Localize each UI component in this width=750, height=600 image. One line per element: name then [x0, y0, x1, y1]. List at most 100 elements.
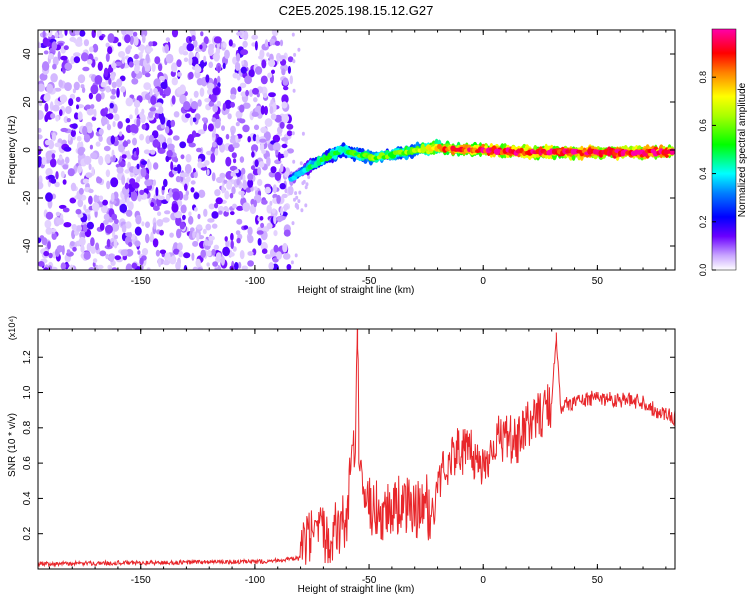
colorbar: 0.0 0.2 0.4 0.6 0.8 Normalized spectral ampl…: [698, 28, 748, 276]
heatmap-noise-blob: [170, 161, 174, 171]
heatmap-noise-blob: [206, 150, 213, 156]
x-tick-label: 0: [480, 575, 486, 586]
heatmap-noise-blob: [296, 205, 300, 210]
heatmap-noise-blob: [264, 39, 269, 48]
heatmap-noise-blob: [177, 242, 183, 251]
heatmap-noise-blob: [281, 193, 288, 199]
heatmap-noise-blob: [193, 90, 199, 98]
heatmap-noise-blob: [71, 224, 77, 231]
heatmap-x-axis-label: Height of straight line (km): [298, 285, 415, 296]
heatmap-noise-blob: [244, 75, 253, 85]
heatmap-noise-blob: [58, 30, 63, 35]
heatmap-noise-blob: [292, 159, 296, 164]
heatmap-noise-blob: [188, 215, 194, 225]
heatmap-noise-blob: [162, 217, 170, 223]
colorbar-ticks: 0.0 0.2 0.4 0.6 0.8: [698, 71, 716, 276]
heatmap-noise-blob: [171, 30, 179, 38]
heatmap-noise-blob: [38, 181, 44, 190]
heatmap-noise-blob: [273, 230, 278, 237]
heatmap-noise-blob: [63, 45, 69, 51]
heatmap-noise-blob: [264, 105, 268, 116]
heatmap-noise-blob: [95, 93, 102, 102]
heatmap-noise-blob: [207, 218, 215, 223]
heatmap-noise-blob: [230, 240, 234, 250]
heatmap-noise-blob: [205, 223, 212, 231]
snr-y-axis-label: SNR (10 * v/v): [7, 413, 18, 477]
heatmap-noise-blob: [211, 248, 216, 256]
heatmap-noise-blob: [86, 125, 93, 134]
heatmap-noise-blob: [114, 255, 122, 261]
heatmap-noise-blob: [145, 53, 150, 64]
heatmap-noise-blob: [242, 40, 248, 48]
heatmap-noise-blob: [203, 55, 207, 63]
heatmap-noise-blob: [56, 245, 64, 253]
heatmap-noise-blob: [176, 59, 182, 68]
heatmap-noise-blob: [121, 175, 126, 185]
heatmap-noise-blob: [113, 191, 119, 200]
heatmap-noise-blob: [201, 117, 207, 122]
heatmap-noise-blob: [253, 186, 258, 191]
heatmap-noise-blob: [121, 154, 127, 159]
heatmap-noise-blob: [88, 163, 92, 170]
heatmap-noise-blob: [78, 236, 86, 246]
heatmap-noise-blob: [212, 261, 219, 267]
heatmap-noise-blob: [273, 214, 277, 225]
y-tick-label: 1.2: [22, 350, 33, 364]
heatmap-noise-blob: [282, 242, 288, 253]
heatmap-noise-blob: [250, 165, 256, 171]
heatmap-noise-blob: [158, 75, 165, 81]
heatmap-noise-blob: [283, 204, 288, 212]
heatmap-noise-blob: [134, 226, 142, 236]
heatmap-noise-blob: [196, 147, 202, 153]
heatmap-noise-blob: [113, 239, 118, 249]
heatmap-noise-blob: [206, 169, 210, 176]
heatmap-noise-blob: [130, 191, 138, 202]
heatmap-noise-blob: [225, 240, 230, 248]
heatmap-noise-blob: [171, 203, 179, 213]
heatmap-noise-blob: [132, 137, 137, 146]
heatmap-noise-blob: [69, 264, 74, 270]
heatmap-noise-blob: [192, 230, 196, 239]
heatmap-noise-blob: [51, 228, 57, 233]
heatmap-noise-blob: [56, 157, 65, 166]
heatmap-noise-blob: [230, 211, 235, 216]
heatmap-noise-blob: [191, 252, 195, 261]
heatmap-noise-blob: [190, 101, 198, 110]
heatmap-noise-blob: [80, 232, 86, 238]
heatmap-noise-blob: [232, 142, 240, 149]
heatmap-noise-blob: [271, 30, 279, 37]
heatmap-noise-blob: [91, 166, 95, 177]
heatmap-noise-blob: [172, 191, 180, 201]
heatmap-noise-blob: [76, 104, 79, 110]
heatmap-noise-blob: [57, 50, 61, 61]
heatmap-noise-blob: [48, 265, 52, 270]
heatmap-noise-blob: [293, 52, 297, 57]
heatmap-noise-blob: [141, 221, 145, 227]
heatmap-noise-blob: [99, 35, 104, 41]
heatmap-noise-blob: [157, 134, 165, 143]
heatmap-noise-blob: [253, 199, 257, 208]
heatmap-noise-blob: [77, 199, 84, 208]
heatmap-noise-blob: [82, 66, 90, 72]
heatmap-noise-blob: [91, 116, 97, 121]
heatmap-noise-blob: [282, 253, 291, 260]
heatmap-noise-blob: [166, 149, 173, 158]
heatmap-noise-blob: [43, 267, 49, 270]
colorbar-gradient: [711, 28, 737, 271]
heatmap-noise-blob: [212, 141, 217, 148]
heatmap-noise-blob: [193, 171, 198, 179]
heatmap-noise-blob: [286, 130, 293, 137]
heatmap-noise-blob: [43, 250, 50, 257]
heatmap-noise-blob: [264, 254, 272, 260]
heatmap-noise-blob: [110, 192, 115, 202]
heatmap-noise-blob: [113, 136, 119, 141]
snr-panel: -150 -100 -50 0 50 0.2 0.4 0.6 0.8 1.0 1.2 Height…: [7, 316, 676, 595]
heatmap-noise-blob: [179, 141, 187, 149]
heatmap-noise-blob: [126, 197, 130, 207]
heatmap-noise-blob: [251, 151, 255, 158]
heatmap-noise-blob: [183, 252, 191, 259]
heatmap-noise-blob: [264, 118, 273, 127]
colorbar-tick-label: 0.0: [698, 264, 708, 277]
heatmap-noise-blob: [44, 219, 52, 229]
heatmap-noise-blob: [105, 42, 110, 48]
